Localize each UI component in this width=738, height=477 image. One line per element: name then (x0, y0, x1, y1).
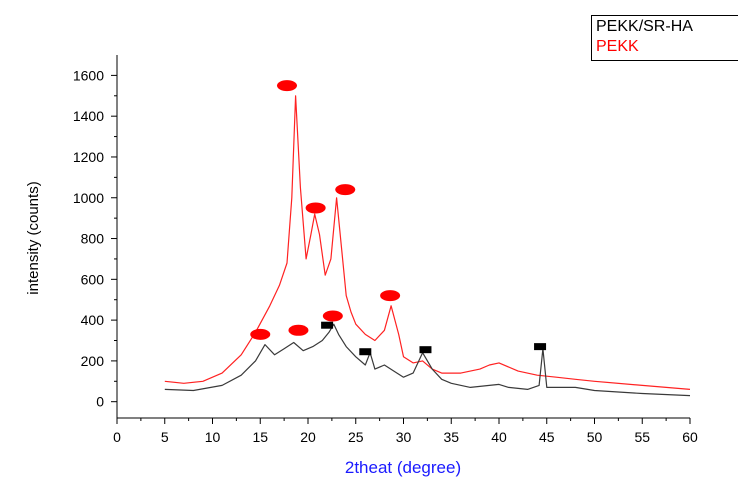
x-tick-label: 10 (205, 429, 221, 445)
y-tick-label: 1200 (73, 149, 104, 165)
x-tick-label: 0 (113, 429, 121, 445)
pekk-peak-marker (305, 202, 326, 214)
y-tick-label: 200 (81, 353, 105, 369)
legend: PEKK/SR-HA PEKK (591, 15, 738, 61)
x-tick-label: 35 (443, 429, 459, 445)
series-line-pekk-sr-ha (164, 323, 691, 397)
legend-entry-pekk-sr-ha: PEKK/SR-HA (596, 18, 693, 35)
y-tick-label: 600 (81, 271, 105, 287)
pekk-peak-marker (322, 310, 343, 322)
y-tick-label: 0 (96, 394, 104, 410)
peak-markers (250, 80, 547, 356)
x-axis-label: 2theat (degree) (345, 458, 461, 477)
pekk-peak-marker (380, 290, 401, 302)
x-tick-label: 25 (348, 429, 364, 445)
legend-entry-pekk: PEKK (596, 38, 639, 55)
x-tick-label: 40 (491, 429, 507, 445)
x-tick-label: 55 (634, 429, 650, 445)
y-tick-label: 800 (81, 231, 105, 247)
ha-peak-marker (534, 343, 547, 351)
axes: 0 5 10 15 20 25 30 35 40 45 50 55 600200400600800100… (73, 55, 698, 445)
x-tick-label: 60 (682, 429, 698, 445)
x-tick-label: 15 (252, 429, 268, 445)
pekk-peak-marker (335, 184, 356, 196)
pekk-peak-marker (288, 324, 309, 336)
y-tick-label: 1400 (73, 108, 104, 124)
x-tick-label: 20 (300, 429, 316, 445)
pekk-peak-marker (276, 80, 297, 92)
y-axis-label: intensity (counts) (25, 181, 42, 294)
x-tick-label: 30 (396, 429, 412, 445)
series-layer (164, 95, 691, 397)
y-tick-label: 1000 (73, 190, 104, 206)
y-tick-label: 1600 (73, 67, 104, 83)
pekk-peak-marker (250, 328, 271, 340)
x-tick-label: 45 (539, 429, 555, 445)
x-tick-label: 5 (161, 429, 169, 445)
ha-peak-marker (321, 321, 334, 329)
y-tick-label: 400 (81, 312, 105, 328)
ha-peak-marker (419, 346, 432, 354)
series-line-pekk (164, 95, 691, 390)
ha-peak-marker (359, 348, 372, 356)
x-tick-label: 50 (587, 429, 603, 445)
